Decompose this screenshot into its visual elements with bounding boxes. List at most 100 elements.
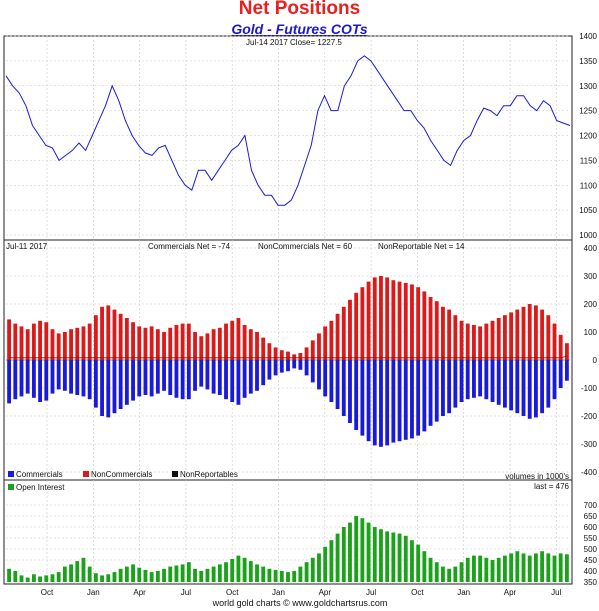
commercials-bar [298, 360, 303, 370]
noncommercials-bar [168, 327, 173, 360]
open-interest-bar [261, 566, 266, 582]
y-tick-label: 200 [584, 300, 598, 309]
open-interest-bar [31, 574, 36, 582]
open-interest-bar [546, 553, 551, 582]
y-tick-label: 1400 [579, 32, 597, 41]
commercials-bar [391, 360, 396, 443]
open-interest-bar [217, 564, 222, 582]
y-tick-label: 1200 [579, 132, 597, 141]
commercials-bar [372, 360, 377, 446]
open-interest-bar [496, 557, 501, 582]
open-interest-bar [19, 575, 24, 582]
noncommercials-bar [298, 353, 303, 360]
noncommercials-bar [410, 284, 414, 360]
noncommercials-bar [428, 297, 433, 360]
open-interest-bar [533, 553, 538, 582]
y-tick-label: 600 [584, 523, 598, 532]
noncommercials-bar [292, 354, 297, 360]
commercials-bar [335, 360, 340, 409]
open-interest-bar [131, 564, 135, 582]
noncommercials-bar [341, 306, 346, 360]
legend-swatch-commercials [8, 471, 14, 477]
commercials-bar [341, 360, 346, 416]
commercials-bar [317, 360, 321, 390]
noncommercials-bar [162, 332, 166, 360]
open-interest-bar [224, 562, 228, 582]
open-interest-bar [267, 568, 272, 582]
open-interest-bar [75, 561, 80, 582]
noncommercials-bar [261, 337, 266, 360]
open-interest-bar [416, 544, 421, 582]
open-interest-bar [118, 568, 123, 582]
y-tick-label: 100 [584, 328, 598, 337]
commercials-bar [155, 360, 160, 394]
noncommercials-bar [230, 320, 235, 360]
commercials-bar [56, 360, 61, 390]
noncommercials-bar [441, 306, 445, 360]
noncommercials-bar [379, 276, 383, 360]
y-tick-label: 1000 [579, 231, 597, 240]
commercials-bar [143, 360, 148, 395]
open-interest-bar [515, 551, 520, 582]
commercials-bar [273, 360, 278, 376]
noncommercials-bar [447, 309, 452, 360]
open-interest-bar [56, 572, 61, 582]
y-tick-label: 400 [584, 567, 598, 576]
noncommercials-bar [193, 332, 197, 360]
noncommercials-bar [56, 333, 61, 360]
open-interest-bar [143, 569, 148, 582]
commercials-bar [267, 360, 272, 380]
noncommercials-bar [317, 333, 321, 360]
open-interest-bar [242, 557, 247, 582]
noncommercials-bar [422, 291, 427, 360]
commercials-bar [230, 360, 235, 402]
commercials-bar [25, 360, 30, 394]
noncommercials-bar [496, 318, 501, 360]
nonreportable-net-label: NonReportable Net = 14 [378, 242, 465, 251]
noncommercials-bar [527, 304, 532, 360]
noncommercials-bar [106, 305, 111, 360]
commercials-bar [242, 360, 247, 398]
open-interest-bar [44, 575, 49, 582]
noncommercials-bar [329, 320, 334, 360]
noncommercials-bar [69, 329, 73, 360]
y-tick-label: 1300 [579, 82, 597, 91]
open-interest-bar [112, 572, 117, 582]
commercials-bar [558, 360, 563, 388]
noncommercials-bar [255, 332, 259, 360]
noncommercials-bar [38, 320, 43, 360]
open-interest-bar [490, 560, 495, 582]
noncommercials-bar [372, 277, 377, 360]
commercials-bar [385, 360, 390, 446]
noncommercials-bar [416, 287, 421, 360]
commercials-bar [174, 360, 179, 398]
open-interest-bar [304, 562, 309, 582]
commercials-bar [100, 360, 104, 416]
noncommercials-bar [478, 326, 483, 360]
y-tick-label: 1050 [579, 206, 597, 215]
commercials-bar [205, 360, 210, 390]
nonreportables-line [9, 355, 568, 359]
last-note: last = 476 [534, 482, 569, 491]
commercials-bar [354, 360, 359, 430]
chart-title: Net Positions [238, 0, 361, 19]
open-interest-bar [341, 527, 346, 582]
open-interest-bar [503, 555, 507, 582]
commercials-bar [410, 360, 414, 439]
open-interest-bar [366, 522, 371, 582]
commercials-bar [255, 360, 259, 391]
noncommercials-bar [558, 334, 563, 360]
y-tick-label: 400 [584, 244, 598, 253]
commercials-bar [44, 360, 49, 401]
commercials-bar [7, 360, 12, 404]
commercials-bar [106, 360, 111, 418]
x-tick-label: Apr [319, 588, 332, 597]
open-interest-bar [137, 567, 142, 582]
open-interest-bar [81, 557, 86, 582]
open-interest-bar [540, 551, 545, 582]
commercials-bar [137, 360, 142, 397]
commercials-bar [416, 360, 421, 436]
x-tick-label: Jan [457, 588, 470, 597]
open-interest-bar [323, 546, 328, 582]
open-interest-bar [453, 566, 458, 582]
